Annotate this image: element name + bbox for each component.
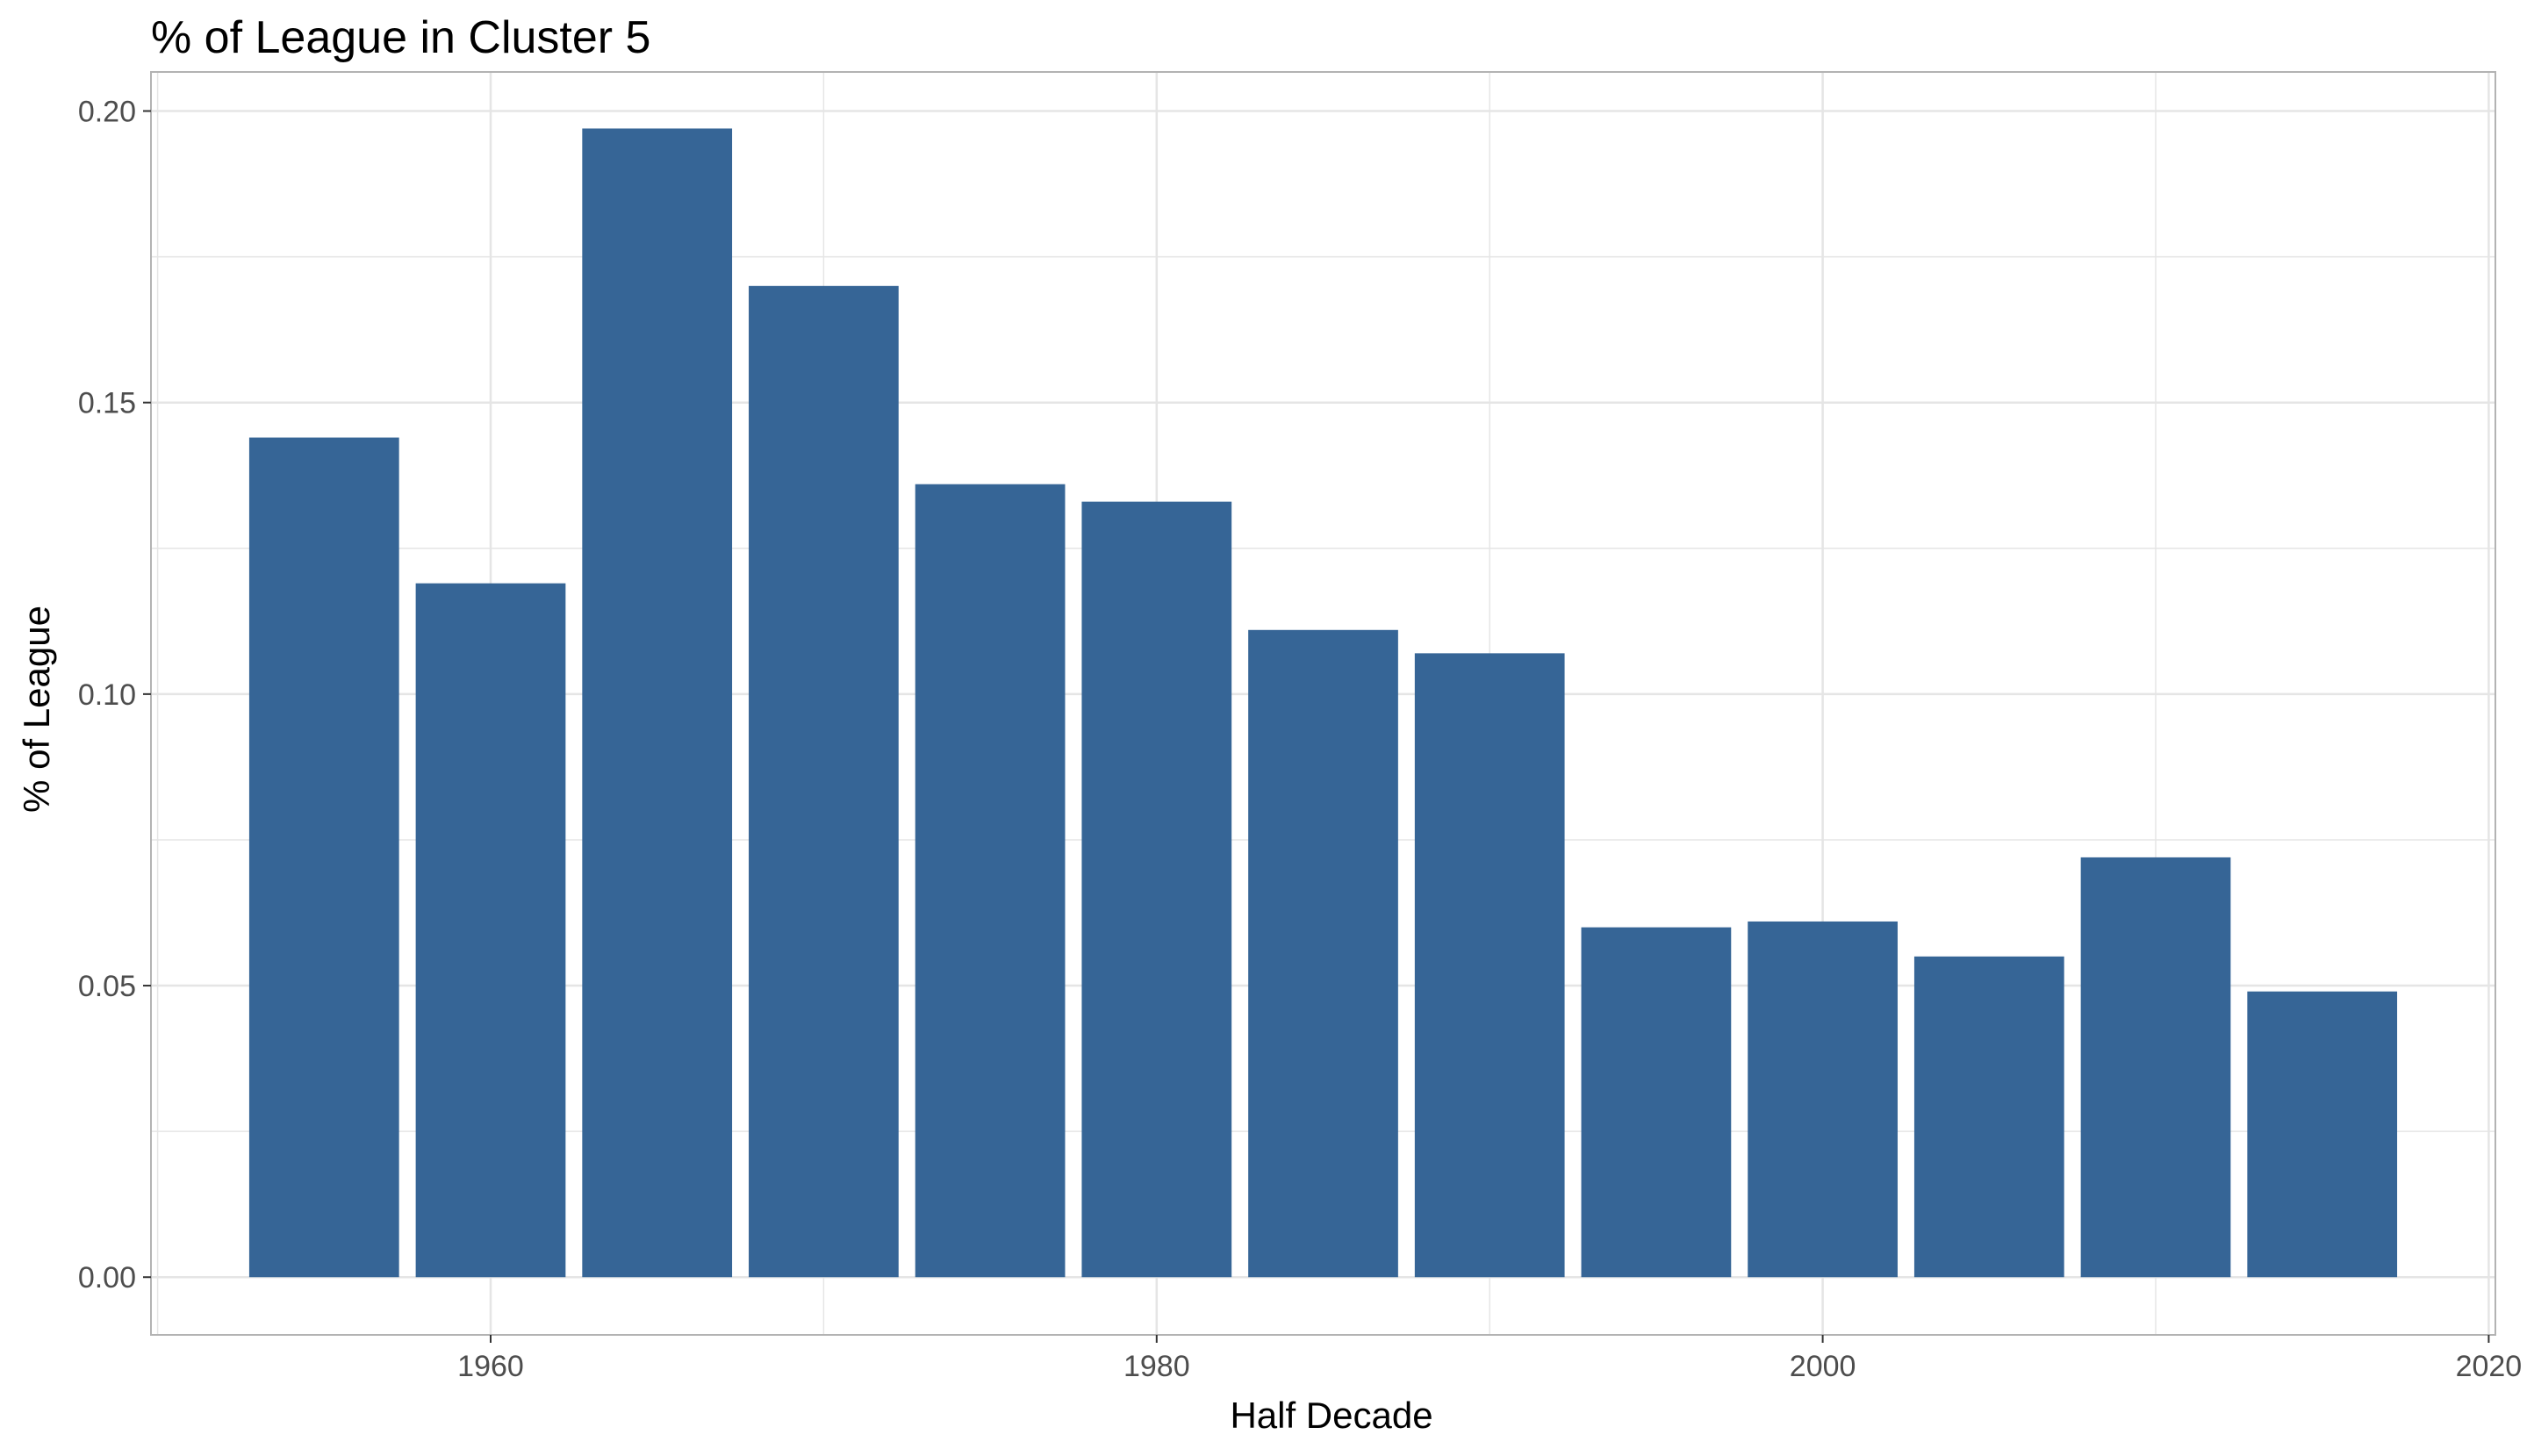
bar <box>248 437 399 1278</box>
bar <box>749 285 899 1278</box>
y-tick-label: 0.05 <box>78 970 136 1003</box>
x-axis-title: Half Decade <box>1230 1395 1432 1436</box>
bar <box>1581 927 1732 1278</box>
y-tick-label: 0.10 <box>78 678 136 712</box>
y-tick-label: 0.00 <box>78 1261 136 1295</box>
bar <box>1748 921 1898 1278</box>
bar <box>582 128 733 1278</box>
bar <box>1248 629 1398 1278</box>
x-axis-ticks: 1960 1980 2000 2020 <box>457 1335 2522 1383</box>
y-tick-label: 0.15 <box>78 387 136 420</box>
bar <box>2080 857 2231 1278</box>
bar <box>1081 501 1232 1278</box>
x-tick-label: 2000 <box>1790 1350 1856 1383</box>
bar <box>1414 653 1565 1278</box>
x-tick-label: 1980 <box>1123 1350 1190 1383</box>
bar <box>915 484 1066 1278</box>
bars <box>248 128 2398 1278</box>
x-tick-label: 1960 <box>457 1350 524 1383</box>
y-axis-ticks: 0.00 0.05 0.10 0.15 0.20 <box>78 96 151 1295</box>
panel-border <box>150 71 2496 1336</box>
bar <box>415 583 566 1278</box>
y-axis-title: % of League <box>16 606 57 813</box>
bar <box>1913 956 2064 1278</box>
y-tick-label: 0.20 <box>78 96 136 129</box>
chart-title: % of League in Cluster 5 <box>151 12 650 63</box>
bar <box>2247 991 2398 1278</box>
x-tick-label: 2020 <box>2456 1350 2523 1383</box>
